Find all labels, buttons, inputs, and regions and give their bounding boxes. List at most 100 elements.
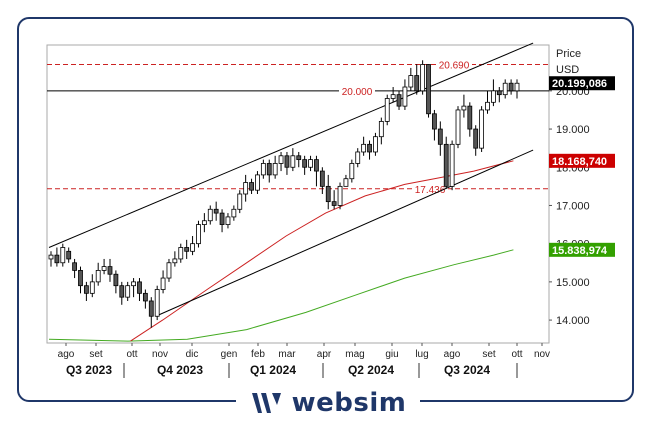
- candle: [319, 167, 325, 194]
- y-tick-label: 15.000: [556, 277, 590, 289]
- candle: [54, 247, 60, 267]
- level-label-bg: [339, 84, 375, 97]
- quarter-label: Q2 2024: [348, 363, 394, 377]
- candle-body: [137, 281, 142, 294]
- candle-body: [343, 178, 349, 187]
- candle-body: [508, 82, 514, 92]
- candle-body: [190, 243, 195, 252]
- candle: [160, 270, 166, 294]
- candle-body: [491, 90, 496, 103]
- candle: [266, 159, 272, 183]
- candle: [148, 297, 154, 328]
- candle: [467, 102, 473, 137]
- candle: [308, 155, 313, 172]
- candle-body: [219, 212, 225, 225]
- candle-body: [479, 109, 485, 149]
- candle: [184, 239, 190, 259]
- candle: [225, 213, 231, 229]
- month-label: nov: [152, 349, 168, 360]
- candle-body: [514, 82, 520, 92]
- axes: 14.00015.00016.00017.00018.00019.00020.0…: [58, 48, 590, 378]
- candle: [349, 159, 355, 183]
- axis-title: Price: [556, 48, 581, 60]
- month-label: ago: [58, 349, 75, 360]
- candle: [426, 64, 431, 118]
- channel-upper-line: [48, 42, 534, 248]
- y-tick-label: 17.000: [556, 200, 590, 212]
- candle: [331, 190, 337, 210]
- candle: [142, 289, 148, 309]
- quarter-label: Q3 2023: [66, 363, 112, 377]
- candle-body: [213, 208, 219, 214]
- candle-body: [83, 285, 89, 294]
- candle: [296, 151, 302, 168]
- candle-body: [131, 281, 136, 287]
- trend-channel: [48, 42, 534, 317]
- candle: [496, 87, 502, 103]
- candle-body: [249, 182, 254, 191]
- level-label-bg: [436, 58, 472, 71]
- candle-body: [237, 193, 243, 210]
- candle: [78, 266, 83, 294]
- candle-body: [461, 105, 467, 111]
- candle: [190, 236, 195, 256]
- candle: [514, 79, 520, 99]
- candle-body: [473, 128, 479, 149]
- level-label: 17.436: [415, 185, 446, 196]
- candle-body: [166, 262, 172, 279]
- candle: [378, 117, 384, 145]
- candle-body: [355, 151, 361, 164]
- quarter-label: Q1 2024: [250, 363, 296, 377]
- price-tag-box: [549, 153, 615, 168]
- candle: [437, 121, 443, 156]
- month-label: mar: [278, 349, 296, 360]
- month-label: set: [89, 349, 103, 360]
- candle: [491, 79, 496, 107]
- candle-body: [54, 254, 60, 264]
- candle-body: [378, 121, 384, 138]
- candle-body: [420, 64, 426, 92]
- candle: [449, 140, 455, 191]
- candle-body: [201, 220, 207, 225]
- month-label: giu: [385, 349, 398, 360]
- candle: [361, 136, 367, 156]
- candle-body: [384, 98, 390, 122]
- candle-body: [296, 155, 302, 161]
- candle: [60, 243, 66, 267]
- candle-body: [284, 155, 290, 168]
- candle-body: [125, 285, 131, 298]
- candle: [278, 151, 284, 172]
- candle-body: [408, 75, 414, 88]
- candle: [95, 262, 101, 286]
- quarter-label: Q4 2023: [157, 363, 203, 377]
- candle-body: [402, 86, 408, 107]
- candle: [172, 251, 178, 267]
- chart-frame: [17, 17, 634, 402]
- candle-body: [349, 163, 355, 180]
- candle-body: [160, 277, 166, 290]
- candle: [249, 178, 254, 194]
- candle: [485, 90, 490, 114]
- candles: [48, 60, 520, 328]
- candle: [137, 278, 142, 301]
- month-label: ott: [126, 349, 137, 360]
- month-label: feb: [251, 349, 265, 360]
- candle: [408, 67, 414, 91]
- candle-body: [467, 105, 473, 130]
- candle-body: [414, 75, 420, 92]
- candle-body: [196, 224, 201, 245]
- candle-body: [107, 266, 113, 275]
- candle: [432, 109, 437, 141]
- candle-body: [231, 208, 237, 218]
- candle-body: [496, 90, 502, 96]
- candle: [367, 140, 372, 160]
- candle-body: [266, 163, 272, 176]
- candle: [260, 159, 266, 179]
- axis-unit: USD: [556, 64, 579, 76]
- brand-name: websim: [291, 388, 407, 418]
- candle-body: [290, 155, 296, 168]
- candle-body: [437, 128, 443, 145]
- candle-body: [302, 159, 308, 168]
- candle-body: [113, 273, 119, 287]
- candle-body: [308, 159, 313, 168]
